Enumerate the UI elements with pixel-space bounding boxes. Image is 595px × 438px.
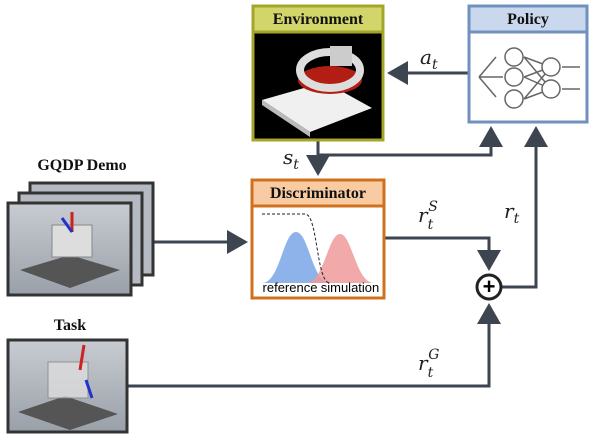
environment-title: Environment <box>273 11 364 28</box>
action-label: at <box>420 45 438 73</box>
task-image <box>8 340 127 432</box>
task-title: Task <box>54 317 86 334</box>
reference-label: reference <box>263 280 318 295</box>
style-reward-label: rtS <box>418 199 438 233</box>
state-label: st <box>283 145 299 173</box>
policy-block: Policy <box>469 6 587 122</box>
reward-label: rt <box>504 199 520 227</box>
task-reward-label: rtG <box>418 347 439 381</box>
discriminator-block: Discriminator reference simulation <box>252 180 384 298</box>
task-reward-arrow <box>127 306 489 386</box>
environment-block: Environment <box>253 6 383 140</box>
style-reward-arrow <box>384 238 489 268</box>
demo-title: GQDP Demo <box>37 157 126 174</box>
demo-images <box>8 183 153 295</box>
policy-title: Policy <box>507 11 549 28</box>
diagram: Environment Policy GQDP Demo Discri <box>0 0 595 438</box>
simulation-label: simulation <box>321 280 380 295</box>
discriminator-title: Discriminator <box>270 185 366 202</box>
sum-symbol: + <box>483 274 496 299</box>
